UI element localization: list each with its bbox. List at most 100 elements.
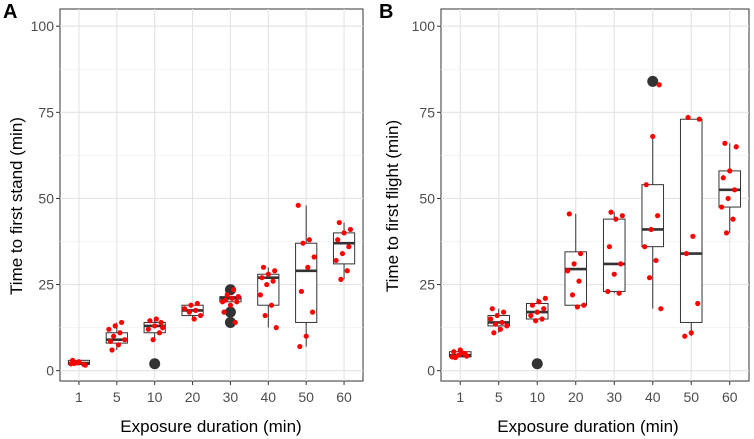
observation-point-a [229, 295, 235, 301]
outlier-point-b [531, 358, 543, 370]
observation-point-a [295, 202, 301, 208]
observation-point-b [452, 354, 458, 361]
observation-point-b [727, 168, 733, 174]
ticks-a: 0 25 50 75 100 1 5 10 20 30 40 50 60 [31, 18, 352, 405]
observation-point-a [231, 287, 237, 293]
observation-point-b [655, 213, 661, 219]
observation-point-b [723, 230, 730, 236]
observation-point-b [611, 271, 617, 277]
y-tick-label-a: 50 [38, 190, 54, 206]
observation-point-b [720, 175, 726, 181]
y-tick-label-b: 0 [427, 363, 435, 379]
observation-point-a [235, 294, 241, 300]
observation-point-b [569, 292, 576, 298]
observation-point-b [613, 216, 619, 222]
observation-point-b [683, 250, 689, 257]
observation-point-a [260, 264, 267, 270]
observation-point-a [346, 244, 352, 250]
observation-point-b [539, 316, 545, 322]
observation-point-b [690, 233, 696, 239]
observation-point-b [696, 116, 702, 122]
observation-point-a [311, 254, 317, 260]
observation-point-b [497, 326, 503, 332]
observation-point-b [499, 319, 505, 326]
marks-a [67, 202, 356, 370]
x-tick-label-a: 1 [75, 389, 83, 405]
observation-point-b [643, 182, 649, 188]
observation-point-a [306, 237, 312, 243]
observation-point-a [227, 302, 234, 308]
observation-point-a [197, 312, 204, 319]
x-tick-label-a: 50 [298, 389, 314, 405]
observation-point-a [182, 306, 188, 312]
outlier-point-b [647, 75, 659, 87]
observation-point-a [273, 325, 279, 331]
box-b [602, 218, 626, 292]
observation-point-b [501, 309, 507, 315]
x-tick-label-b: 20 [568, 389, 584, 405]
observation-point-a [305, 264, 311, 270]
observation-point-b [566, 211, 572, 217]
outlier-point-a [224, 316, 236, 328]
observation-point-a [333, 257, 339, 264]
observation-point-b [451, 349, 457, 355]
observation-point-a [335, 237, 341, 243]
observation-point-b [574, 304, 580, 310]
observation-point-b [616, 290, 622, 296]
observation-point-a [160, 325, 166, 331]
observation-point-a [122, 337, 128, 343]
observation-point-a [156, 330, 163, 336]
observation-point-a [193, 307, 199, 313]
observation-point-b [578, 250, 584, 257]
x-tick-label-a: 60 [336, 389, 352, 405]
observation-point-a [118, 319, 125, 326]
y-axis-title-a: Time to first stand (min) [7, 117, 26, 295]
x-tick-label-b: 10 [529, 389, 545, 405]
observation-point-b [685, 114, 691, 121]
x-tick-label-a: 5 [113, 389, 121, 405]
observation-point-a [76, 359, 82, 365]
y-tick-label-a: 75 [38, 104, 54, 120]
y-axis-title-b: Time to first flight (min) [383, 120, 402, 292]
observation-point-a [303, 333, 309, 339]
observation-point-b [722, 140, 728, 146]
observation-point-b [682, 333, 688, 339]
x-tick-label-b: 40 [645, 389, 661, 405]
observation-point-b [608, 209, 614, 215]
observation-point-a [232, 319, 238, 326]
observation-point-b [565, 268, 571, 274]
x-tick-label-a: 40 [261, 389, 277, 405]
observation-point-a [191, 316, 197, 322]
observation-point-b [732, 187, 738, 193]
observation-point-a [158, 319, 164, 326]
observation-point-b [719, 204, 725, 210]
observation-point-a [145, 326, 151, 332]
outlier-point-a [224, 306, 236, 318]
y-tick-label-b: 50 [419, 190, 435, 206]
observation-point-b [642, 244, 648, 250]
observation-point-b [491, 330, 497, 336]
observation-point-a [186, 309, 192, 315]
panel-label-a: A [3, 1, 17, 23]
observation-point-a [341, 230, 347, 236]
observation-point-a [339, 250, 346, 257]
observation-point-a [298, 288, 305, 295]
observation-point-b [533, 318, 539, 324]
observation-point-a [150, 337, 156, 343]
y-tick-label-a: 100 [31, 18, 55, 34]
observation-point-b [658, 306, 664, 312]
observation-point-a [297, 343, 303, 350]
observation-point-b [606, 244, 612, 250]
observation-point-a [219, 299, 226, 305]
plot-area-a [59, 8, 364, 382]
observation-point-a [109, 347, 115, 353]
observation-point-b [618, 261, 624, 267]
observation-point-b [528, 312, 534, 319]
observation-point-a [265, 271, 271, 277]
observation-point-b [581, 302, 587, 308]
observation-point-b [646, 275, 653, 281]
observation-point-b [459, 350, 465, 356]
marks-b [448, 75, 742, 370]
x-tick-label-b: 60 [722, 389, 738, 405]
